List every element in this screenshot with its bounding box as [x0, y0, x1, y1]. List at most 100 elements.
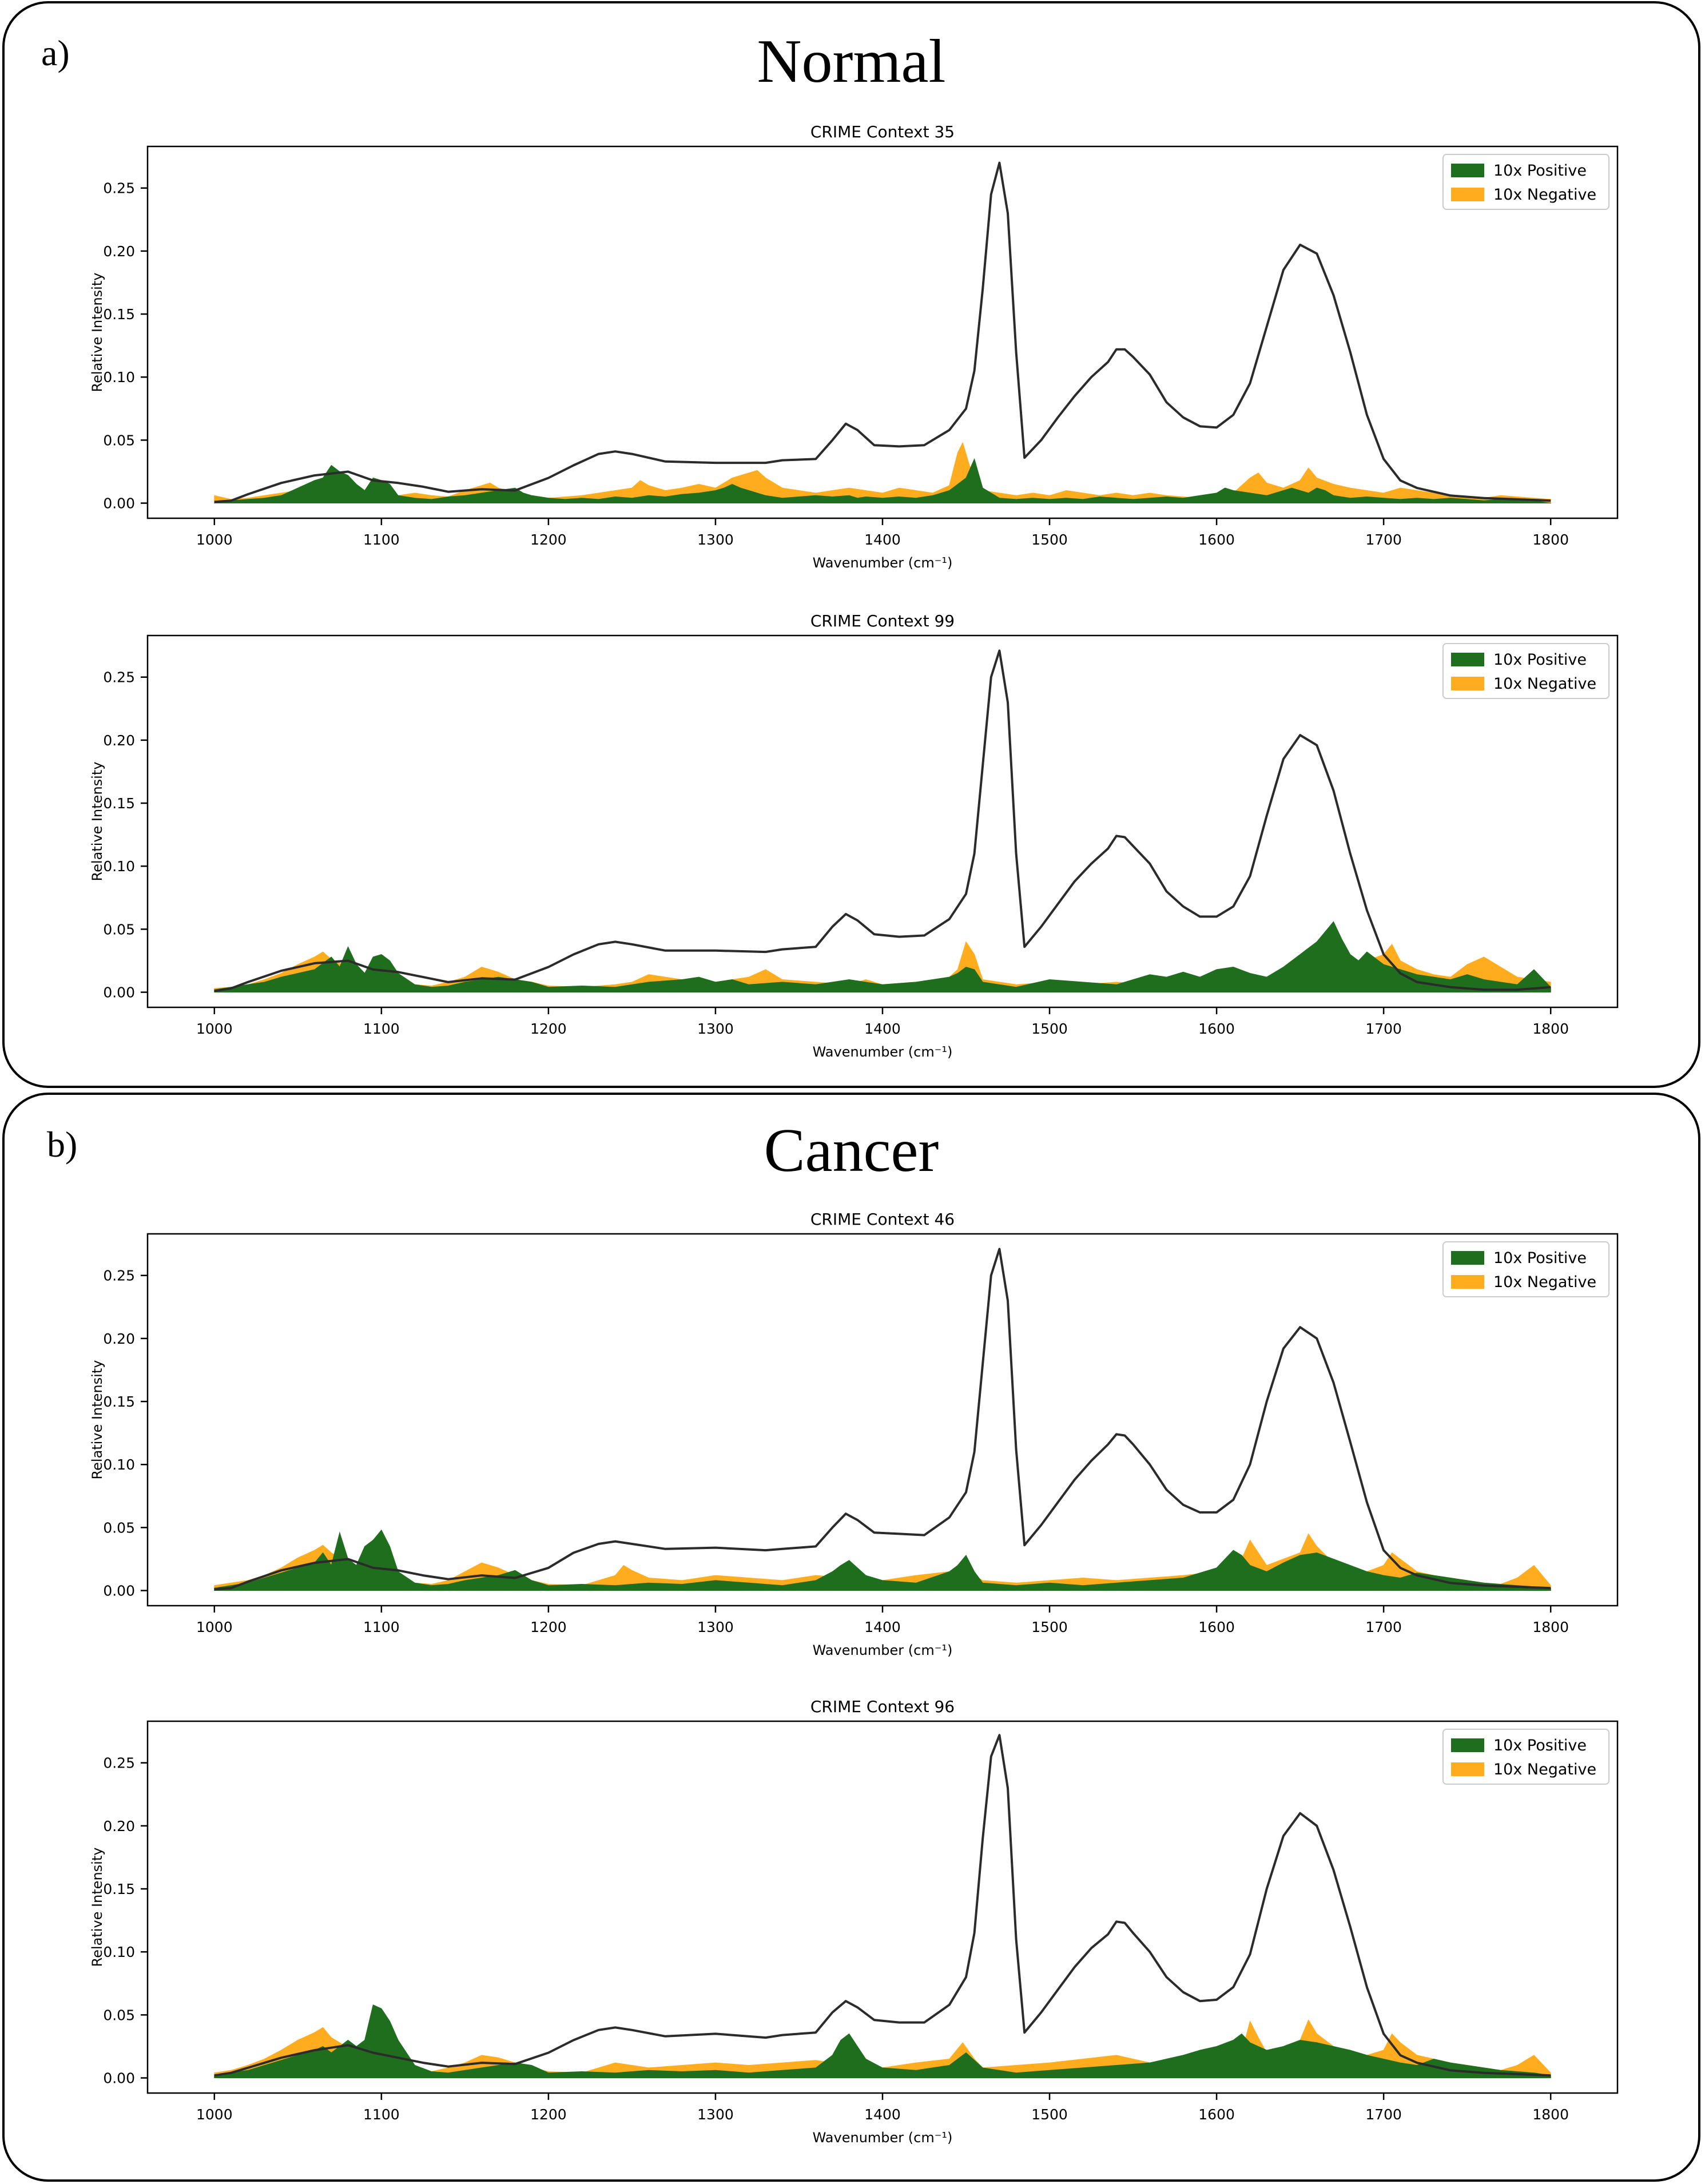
legend-swatch [1451, 1275, 1484, 1289]
chart-title: CRIME Context 46 [810, 1210, 955, 1229]
legend-swatch [1451, 677, 1484, 690]
y-axis-label: Relative Intensity [89, 1848, 105, 1967]
x-axis-label: Wavenumber (cm⁻¹) [813, 2130, 953, 2146]
x-tick-label: 1400 [864, 1020, 901, 1037]
positive-area [214, 921, 1551, 993]
x-tick-label: 1300 [697, 2106, 734, 2123]
x-tick-label: 1800 [1532, 1020, 1569, 1037]
x-tick-label: 1000 [196, 1020, 233, 1037]
x-tick-label: 1500 [1031, 2106, 1068, 2123]
y-tick-label: 0.00 [103, 495, 135, 512]
x-tick-label: 1800 [1532, 2106, 1569, 2123]
y-tick-label: 0.10 [103, 1944, 135, 1960]
legend-swatch [1451, 164, 1484, 177]
x-tick-label: 1500 [1031, 1020, 1068, 1037]
y-tick-label: 0.15 [103, 795, 135, 812]
legend-label: 10x Negative [1493, 675, 1596, 693]
legend-box [1442, 1241, 1609, 1297]
legend-swatch [1451, 653, 1484, 666]
chart-context-96: CRIME Context 96 1000 1100 1200 1300 1400 1500… [89, 1697, 1619, 2146]
legend-label: 10x Positive [1493, 162, 1587, 180]
x-tick-label: 1700 [1365, 1020, 1402, 1037]
legend-label: 10x Positive [1493, 1249, 1587, 1267]
y-tick-label: 0.20 [103, 732, 135, 749]
chart-context-46: CRIME Context 46 1000 1100 1200 1300 1400 1500… [89, 1210, 1619, 1658]
legend-box [1442, 643, 1609, 699]
legend: 10x Positive 10x Negative [1442, 643, 1609, 699]
x-tick-label: 1400 [864, 1619, 901, 1635]
y-tick-label: 0.25 [103, 1755, 135, 1772]
x-tick-label: 1100 [363, 2106, 400, 2123]
y-tick-label: 0.00 [103, 2070, 135, 2087]
x-tick-label: 1600 [1198, 1619, 1235, 1635]
legend: 10x Positive 10x Negative [1442, 1241, 1609, 1297]
y-tick-label: 0.15 [103, 1881, 135, 1897]
x-tick-label: 1600 [1198, 2106, 1235, 2123]
x-tick-label: 1700 [1365, 531, 1402, 548]
legend-label: 10x Positive [1493, 651, 1587, 669]
plot-frame [146, 145, 1619, 519]
legend-label: 10x Negative [1493, 1761, 1596, 1778]
x-tick-label: 1300 [697, 531, 734, 548]
x-axis-label: Wavenumber (cm⁻¹) [813, 1642, 953, 1658]
x-tick-label: 1800 [1532, 531, 1569, 548]
x-tick-label: 1500 [1031, 1619, 1068, 1635]
legend: 10x Positive 10x Negative [1442, 1729, 1609, 1785]
y-tick-label: 0.25 [103, 669, 135, 686]
legend-label: 10x Positive [1493, 1737, 1587, 1754]
x-tick-label: 1800 [1532, 1619, 1569, 1635]
legend-swatch [1451, 1762, 1484, 1776]
x-tick-label: 1600 [1198, 1020, 1235, 1037]
y-tick-label: 0.25 [103, 1268, 135, 1284]
panel-letter: a) [41, 33, 70, 73]
x-tick-label: 1400 [864, 2106, 901, 2123]
panel-letter: b) [47, 1124, 78, 1165]
negative-area [214, 442, 1551, 504]
x-tick-label: 1000 [196, 2106, 233, 2123]
y-tick-label: 0.05 [103, 1519, 135, 1536]
legend-label: 10x Negative [1493, 186, 1596, 204]
spectrum-line [214, 649, 1551, 992]
x-tick-label: 1200 [530, 1619, 567, 1635]
y-tick-label: 0.15 [103, 306, 135, 323]
chart-title: CRIME Context 35 [810, 122, 955, 141]
x-tick-label: 1700 [1365, 1619, 1402, 1635]
x-tick-label: 1600 [1198, 531, 1235, 548]
y-tick-label: 0.20 [103, 1818, 135, 1834]
legend: 10x Positive 10x Negative [1442, 154, 1609, 210]
x-axis-label: Wavenumber (cm⁻¹) [813, 1044, 953, 1060]
x-tick-label: 1100 [363, 531, 400, 548]
panel-title: Cancer [764, 1117, 939, 1185]
panel-title: Normal [757, 27, 946, 96]
x-tick-label: 1200 [530, 531, 567, 548]
y-tick-label: 0.00 [103, 984, 135, 1001]
y-tick-label: 0.00 [103, 1583, 135, 1599]
panel-cancer: b) Cancer CRIME Context 46 1000 1100 1200 13… [2, 1093, 1700, 2182]
x-tick-label: 1000 [196, 1619, 233, 1635]
positive-area [214, 2004, 1551, 2079]
chart-context-99: CRIME Context 99 1000 1100 1200 1300 1400 1500… [89, 611, 1619, 1060]
y-axis-label: Relative Intensity [89, 273, 105, 392]
y-tick-label: 0.05 [103, 2007, 135, 2023]
legend-box [1442, 154, 1609, 210]
y-tick-label: 0.25 [103, 180, 135, 197]
y-tick-label: 0.20 [103, 1331, 135, 1347]
spectrum-line [214, 1248, 1551, 1591]
y-tick-label: 0.05 [103, 921, 135, 938]
plot-frame [146, 634, 1619, 1008]
x-tick-label: 1300 [697, 1020, 734, 1037]
positive-area [214, 1529, 1551, 1591]
panel-normal: a) Normal CRIME Context 35 1000 1100 1200 13… [2, 1, 1700, 1088]
y-tick-label: 0.20 [103, 243, 135, 260]
positive-area [213, 458, 1552, 504]
x-tick-label: 1200 [530, 2106, 567, 2123]
x-tick-label: 1000 [196, 531, 233, 548]
y-axis-label: Relative Intensity [89, 762, 105, 881]
x-tick-label: 1400 [864, 531, 901, 548]
x-tick-label: 1100 [363, 1020, 400, 1037]
x-tick-label: 1700 [1365, 2106, 1402, 2123]
legend-swatch [1451, 1738, 1484, 1752]
x-tick-label: 1300 [697, 1619, 734, 1635]
spectrum-line [214, 1734, 1551, 2077]
x-tick-label: 1200 [530, 1020, 567, 1037]
